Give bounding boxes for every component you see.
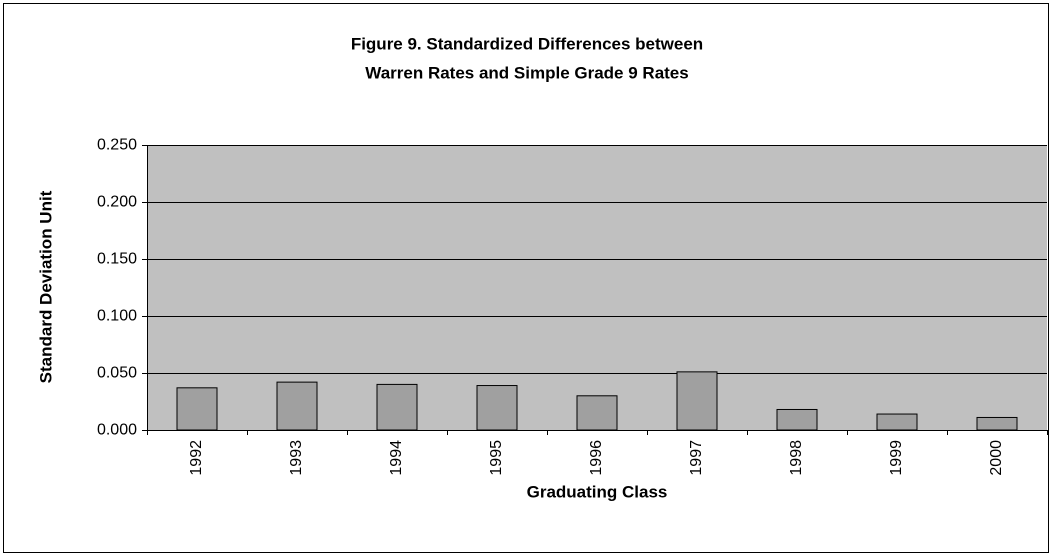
- x-tick-label: 1998: [788, 440, 805, 476]
- y-tick-label: 0.050: [97, 365, 137, 382]
- x-tick-label: 1992: [188, 440, 205, 476]
- y-axis-title: Standard Deviation Unit: [36, 190, 55, 383]
- y-tick-label: 0.200: [97, 194, 137, 211]
- bar: [876, 413, 918, 431]
- x-tick-label: 1995: [488, 440, 505, 476]
- chart-title: Figure 9. Standardized Differences betwe…: [351, 34, 703, 53]
- bar: [576, 395, 618, 431]
- x-tick-label: 1996: [588, 440, 605, 476]
- bar: [476, 385, 518, 431]
- x-tick-label: 1993: [288, 440, 305, 476]
- y-tick-label: 0.150: [97, 251, 137, 268]
- x-tick-label: 1999: [888, 440, 905, 476]
- y-tick-label: 0.100: [97, 308, 137, 325]
- x-tick-label: 1997: [688, 440, 705, 476]
- x-axis-title: Graduating Class: [527, 482, 668, 501]
- y-tick-label: 0.250: [97, 137, 137, 154]
- x-tick-label: 1994: [388, 440, 405, 476]
- bar: [376, 383, 418, 431]
- bar: [276, 381, 318, 431]
- bar: [776, 408, 818, 431]
- y-tick-label: 0.000: [97, 422, 137, 439]
- bar: [976, 416, 1018, 431]
- bar: [676, 371, 718, 431]
- bar: [176, 387, 218, 431]
- chart-title: Warren Rates and Simple Grade 9 Rates: [365, 63, 688, 82]
- x-tick-label: 2000: [988, 440, 1005, 476]
